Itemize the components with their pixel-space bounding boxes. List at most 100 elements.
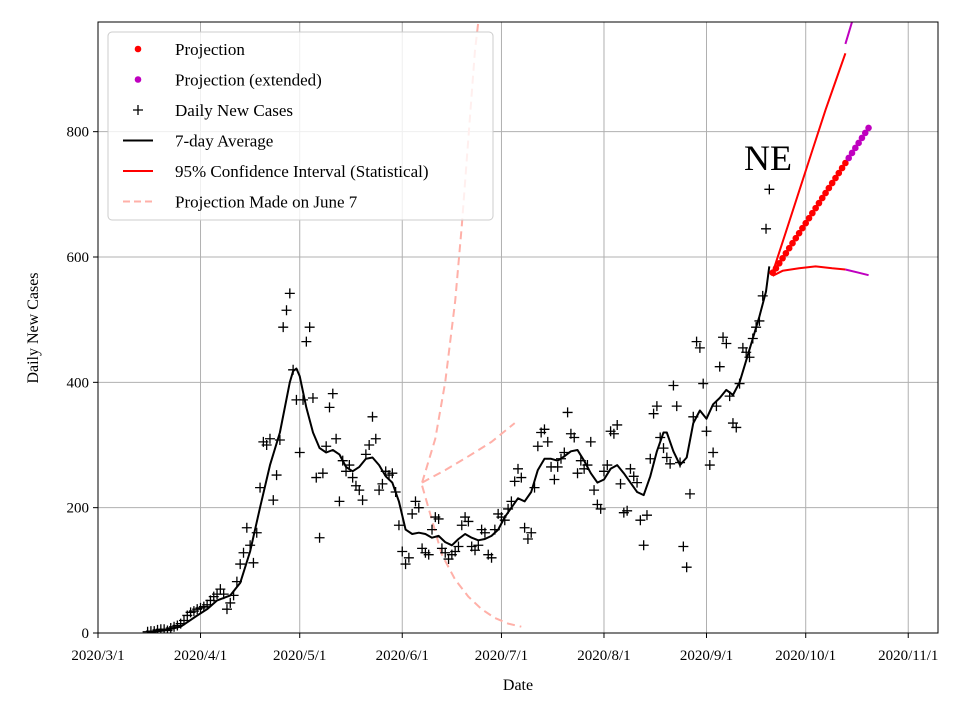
daily-case-point (225, 597, 236, 608)
projection-point (822, 189, 829, 197)
projection-point (838, 164, 846, 172)
daily-case-point (635, 515, 646, 526)
legend-label: 7-day Average (175, 132, 273, 151)
daily-case-point (519, 522, 530, 533)
daily-case-point (711, 401, 722, 412)
daily-case-point (615, 478, 626, 489)
daily-case-point (691, 336, 702, 347)
daily-case-point (407, 508, 418, 519)
daily-case-point (632, 477, 643, 488)
x-axis-label: Date (503, 677, 533, 694)
daily-case-point (513, 463, 523, 474)
projection-point (828, 179, 836, 187)
daily-case-point (486, 552, 497, 563)
daily-case-point (645, 453, 656, 464)
legend-item-projection-made-on-june-7: Projection Made on June 7 (123, 193, 358, 212)
y-tick-label: 400 (67, 375, 90, 391)
daily-case-point (724, 391, 735, 402)
region-label: NE (744, 138, 792, 178)
x-tick-label: 2020/9/1 (680, 648, 733, 664)
y-tick-label: 200 (67, 501, 90, 517)
x-tick-label: 2020/7/1 (475, 648, 528, 664)
daily-case-point (575, 455, 586, 466)
daily-case-point (400, 559, 411, 570)
daily-case-point (364, 440, 375, 450)
daily-case-point (341, 466, 352, 477)
projection-point (772, 264, 780, 272)
95-ci-lower-line (772, 265, 846, 277)
daily-case-point (718, 332, 729, 343)
daily-case-point (255, 482, 266, 493)
daily-case-point (317, 468, 328, 479)
daily-case-point (671, 401, 682, 412)
daily-case-point (427, 524, 438, 535)
daily-case-point (231, 576, 242, 587)
daily-case-point (628, 471, 639, 482)
daily-case-point (370, 433, 381, 444)
daily-case-point (456, 520, 467, 531)
daily-case-point (622, 505, 633, 516)
x-tick-label: 2020/6/1 (376, 648, 429, 664)
daily-case-point (708, 447, 719, 458)
daily-case-point (215, 584, 226, 595)
daily-case-point (714, 361, 725, 372)
daily-case-point (684, 488, 695, 499)
daily-case-point (393, 520, 404, 531)
projection-point (832, 174, 839, 182)
projection-extended-point (865, 124, 872, 132)
daily-case-point (374, 485, 385, 496)
daily-case-point (582, 460, 593, 471)
legend-item-projection: Projection (134, 40, 245, 59)
daily-case-point (377, 478, 388, 489)
daily-case-point (701, 426, 712, 437)
daily-case-point (387, 468, 398, 479)
projection-extended-point (848, 149, 856, 157)
daily-case-point (668, 380, 679, 391)
daily-case-point (539, 424, 550, 435)
projection-point (789, 239, 796, 247)
projection-extended-point (852, 144, 859, 152)
daily-case-point (751, 322, 762, 333)
projection-point (792, 234, 800, 242)
daily-case-point (268, 495, 279, 506)
daily-case-point (397, 546, 408, 557)
daily-case-point (522, 534, 533, 544)
95-ci-lower-extended-line (845, 268, 869, 277)
legend-marker (133, 105, 143, 115)
daily-case-point (509, 476, 520, 487)
daily-case-point (658, 443, 669, 454)
plot-frame (97, 21, 939, 634)
x-tick-label: 2020/10/1 (775, 648, 836, 664)
projection-made-on-june-7-central-line (421, 422, 516, 484)
daily-case-point (529, 482, 540, 493)
daily-case-point (638, 540, 649, 551)
daily-case-point (559, 447, 570, 458)
daily-case-point (413, 502, 424, 513)
x-tick-label: 2020/5/1 (273, 648, 326, 664)
daily-case-point (337, 455, 348, 466)
legend-marker (134, 45, 142, 53)
daily-case-point (665, 458, 676, 469)
daily-case-point (698, 378, 709, 389)
projection-point (802, 219, 810, 227)
daily-case-point (450, 546, 461, 557)
daily-case-point (331, 433, 342, 444)
daily-case-point (453, 541, 464, 552)
x-tick-label: 2020/11/1 (878, 648, 938, 664)
daily-case-point (178, 615, 189, 626)
daily-case-point (549, 474, 560, 485)
daily-case-point (470, 545, 481, 556)
daily-case-point (552, 461, 563, 472)
legend-box (107, 31, 494, 221)
daily-case-point (314, 532, 325, 543)
daily-case-point (681, 562, 692, 573)
y-tick-label: 800 (67, 125, 90, 141)
x-tick-label: 2020/4/1 (174, 648, 227, 664)
daily-case-point (731, 422, 742, 433)
daily-case-point (218, 589, 229, 600)
daily-case-point (423, 549, 434, 560)
daily-case-point (311, 472, 322, 483)
projection-point (809, 209, 816, 217)
daily-case-point (473, 540, 484, 551)
